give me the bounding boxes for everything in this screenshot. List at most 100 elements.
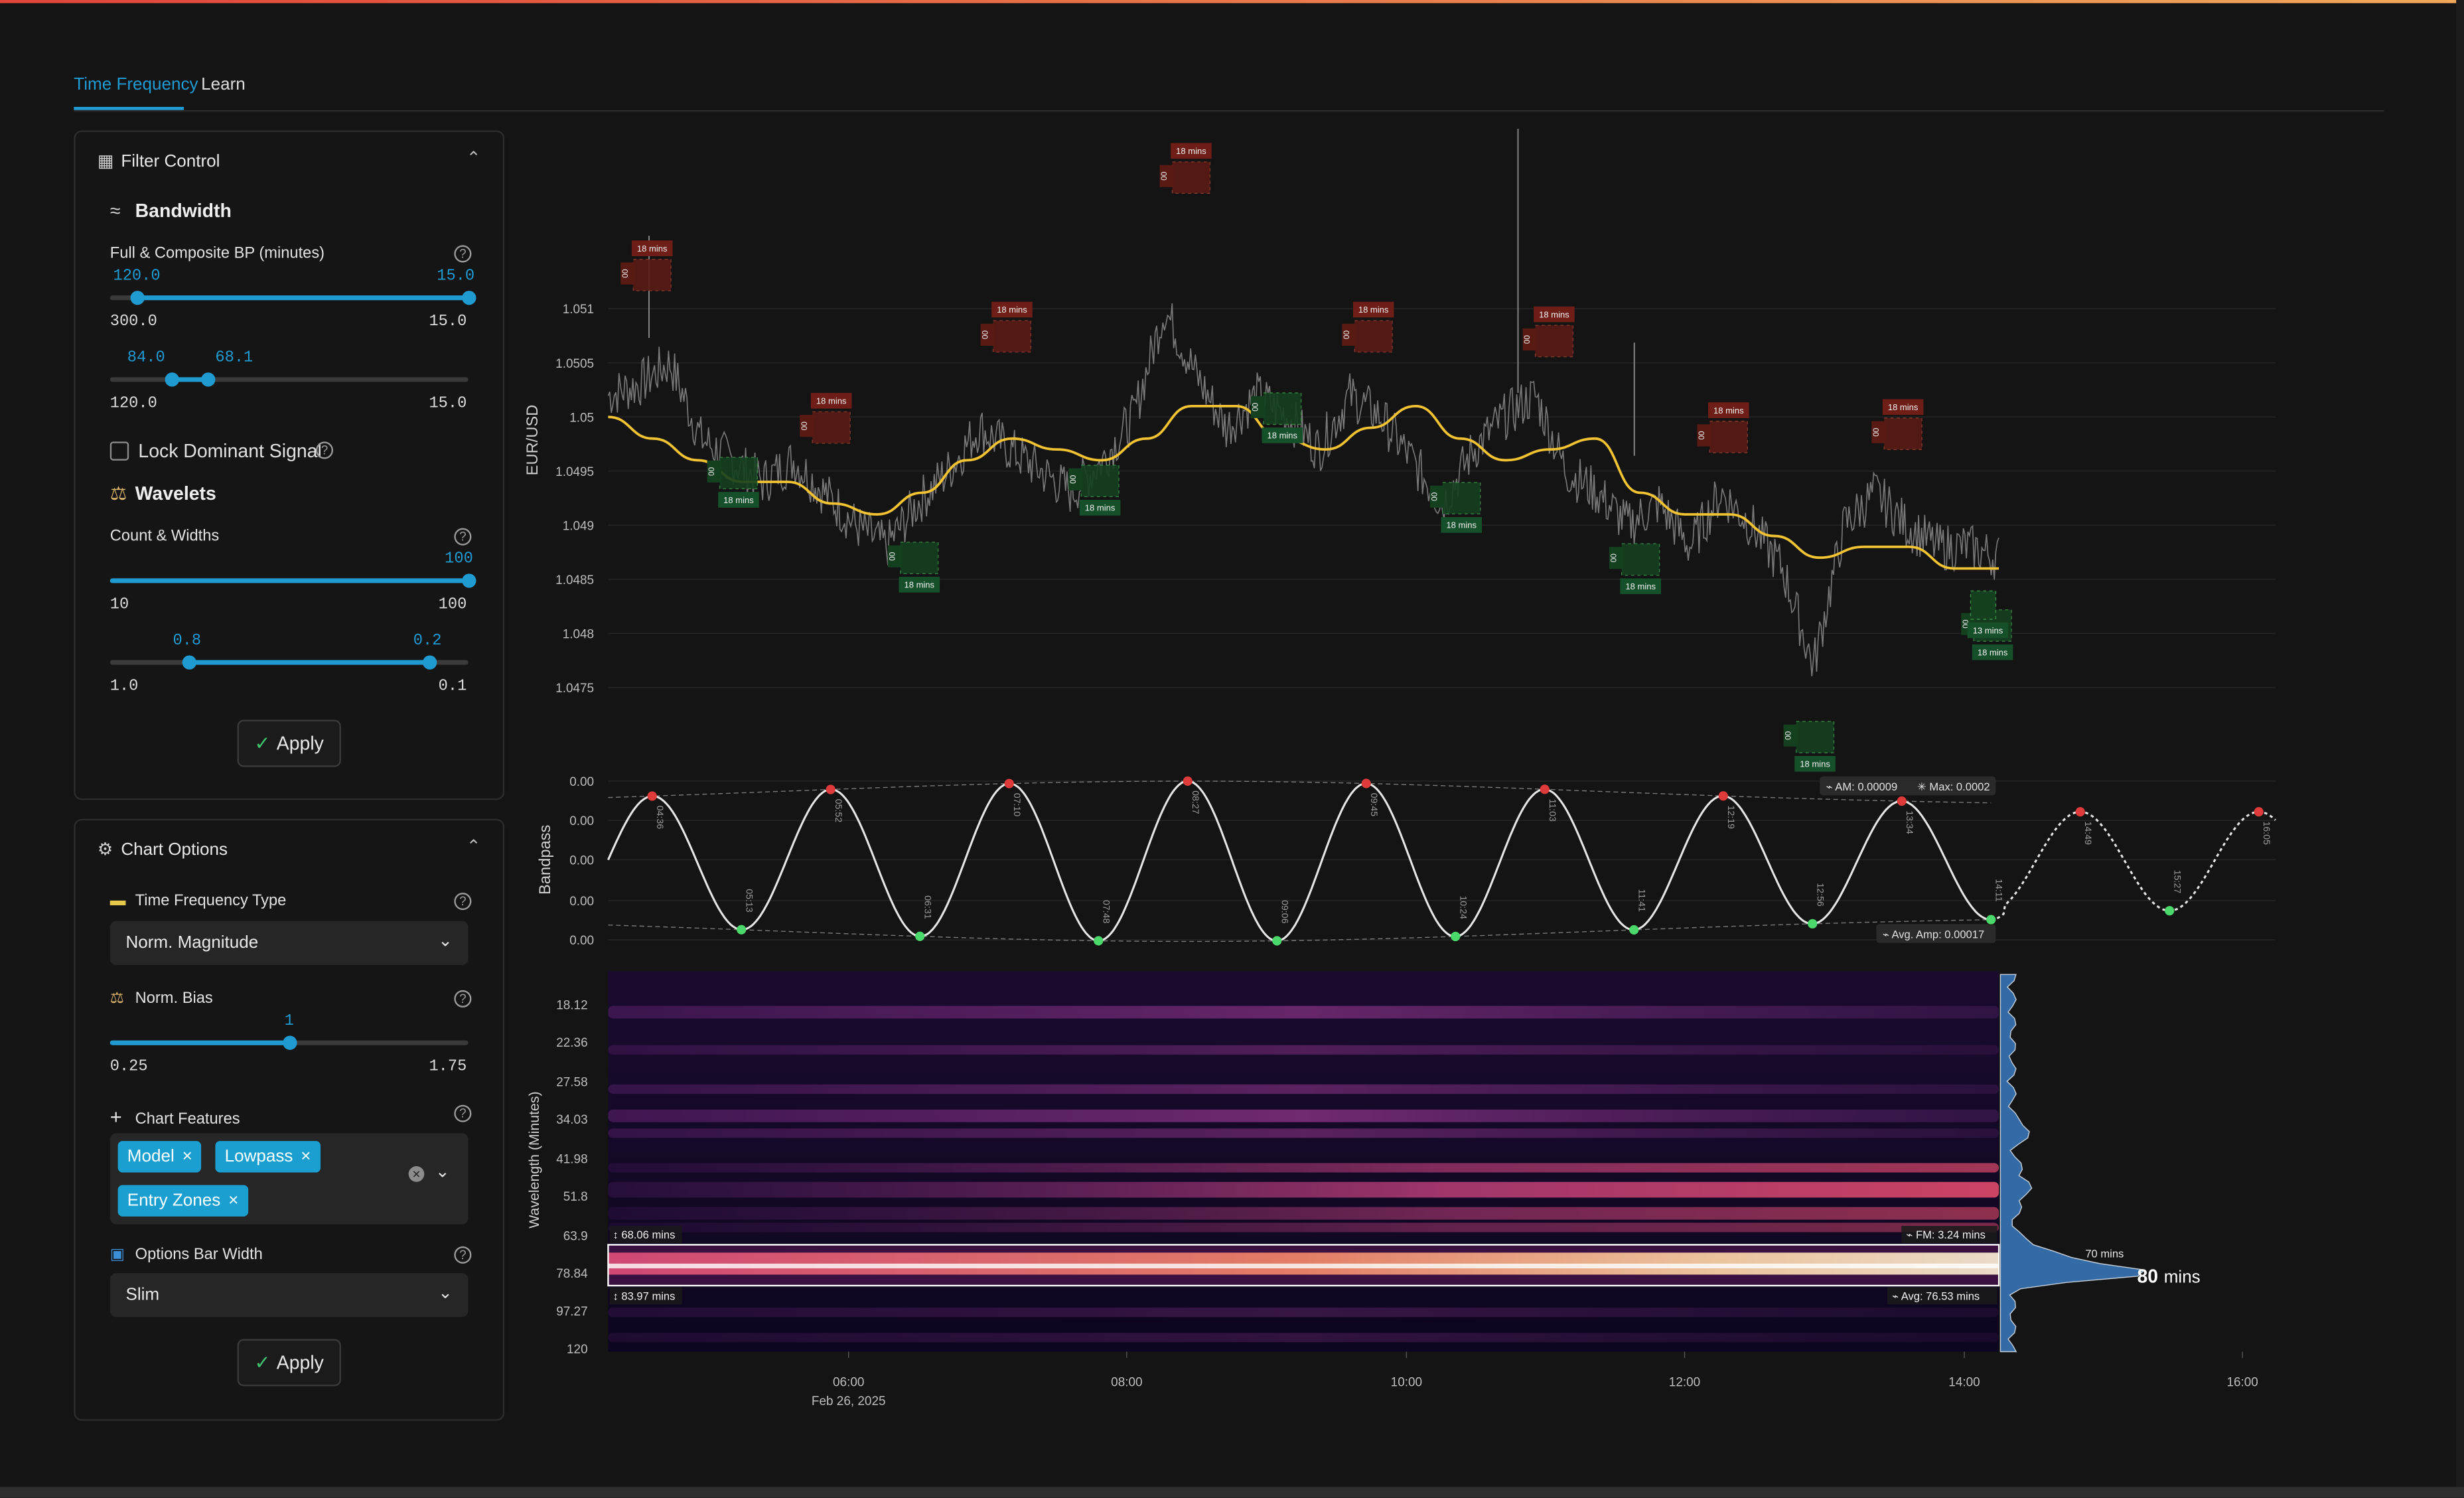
y-tick-label: 120 (567, 1343, 588, 1357)
zone-tag: 00 (888, 552, 897, 561)
chart-features-text: Chart Features (135, 1111, 240, 1129)
y-axis-label: EUR/USD (524, 405, 542, 476)
lock-dominant-checkbox[interactable] (109, 441, 129, 461)
slider-handle-high[interactable] (461, 291, 476, 305)
trough-marker (1629, 925, 1639, 935)
tab-time-frequency[interactable]: Time Frequency (74, 75, 198, 95)
zone-tag-bg (1697, 424, 1711, 447)
envelope-upper (608, 781, 1992, 804)
chart-options-header[interactable]: ⚙ Chart Options (98, 840, 228, 860)
peak-marker (647, 791, 657, 801)
zone-tag-bg (1429, 485, 1445, 508)
feature-tag-model[interactable]: Model × (117, 1141, 202, 1173)
zone-label-bg (1708, 402, 1749, 418)
zone-tag-bg (980, 323, 995, 346)
chevron-up-icon[interactable]: ⌃ (466, 838, 481, 857)
x-tick-label: 16:00 (2226, 1376, 2258, 1390)
wavelet-width-slider[interactable] (109, 655, 469, 670)
apply-filter-button[interactable]: ✓ Apply (237, 719, 341, 767)
horizontal-scrollbar[interactable] (0, 1487, 2464, 1498)
zone-label-bg (1620, 578, 1661, 595)
filter-control-header[interactable]: ▦ Filter Control (98, 151, 220, 171)
zone-tag: 00 (1068, 475, 1078, 484)
y-tick-label: 97.27 (556, 1305, 587, 1319)
band-bottom-badge (609, 1287, 682, 1305)
range-min-label: 1.0 (109, 678, 139, 697)
tag-label: Lowpass (224, 1147, 293, 1167)
apply-options-button[interactable]: ✓ Apply (237, 1339, 341, 1386)
slider-handle[interactable] (461, 573, 476, 588)
filter-control-panel: ▦ Filter Control ⌃ ≈ Bandwidth Full & Comp… (74, 130, 505, 800)
range-max-label: 15.0 (429, 396, 467, 413)
heatmap-stripe (608, 1223, 1999, 1233)
zone-label: 18 mins (1800, 759, 1830, 769)
y-axis-label: Bandpass (537, 825, 554, 895)
sell-zone (1171, 161, 1211, 194)
dominant-wavelength-label: 80 (2137, 1266, 2158, 1287)
help-icon[interactable]: ? (454, 245, 472, 263)
vertical-scrollbar[interactable] (2456, 0, 2464, 1487)
zone-label: 18 mins (1888, 402, 1919, 412)
buy-zone (900, 542, 939, 575)
feature-tag-entry-zones[interactable]: Entry Zones × (117, 1185, 248, 1217)
zone-tag: 00 (800, 421, 809, 431)
tab-bar: Time Frequency Learn (74, 69, 2384, 112)
sell-zone (812, 411, 851, 444)
feature-tag-lowpass[interactable]: Lowpass × (215, 1141, 321, 1173)
event-time-label: 10:24 (1457, 895, 1468, 919)
x-tick-label: 10:00 (1391, 1376, 1422, 1390)
norm-bias-slider[interactable] (109, 1035, 469, 1050)
close-icon[interactable]: × (301, 1147, 311, 1167)
zone-label: 18 mins (1446, 520, 1477, 530)
top-accent-line (0, 0, 2464, 3)
bandwidth-composite-slider[interactable] (109, 372, 469, 387)
count-value: 100 (445, 552, 473, 569)
clear-icon[interactable]: × (408, 1166, 425, 1182)
check-icon: ✓ (254, 732, 271, 755)
am-label: ⌁ AM: 0.00009 (1826, 781, 1898, 793)
chevron-down-icon[interactable]: ⌄ (435, 1163, 450, 1182)
peak-marker (1361, 779, 1371, 788)
event-time-label: 07:10 (1011, 793, 1022, 817)
zone-label-bg (1534, 306, 1575, 323)
help-icon[interactable]: ? (454, 1104, 472, 1122)
help-icon[interactable]: ? (454, 893, 472, 911)
peak-marker (1183, 776, 1193, 786)
close-icon[interactable]: × (182, 1147, 192, 1167)
tab-learn[interactable]: Learn (201, 75, 246, 95)
bandwidth-title: Bandwidth (135, 199, 232, 222)
wavelet-count-slider[interactable] (109, 573, 476, 588)
peak-marker (1540, 785, 1550, 794)
slider-handle-low[interactable] (181, 655, 196, 670)
help-icon[interactable]: ? (454, 990, 472, 1008)
tf-type-select[interactable]: Norm. Magnitude ⌄ (109, 921, 469, 965)
bandwidth-heading: ≈ Bandwidth (110, 200, 232, 222)
zone-label: 18 mins (1358, 305, 1389, 315)
chart-features-multiselect[interactable]: Model × Lowpass × Entry Zones × × ⌄ (109, 1133, 469, 1225)
bandwidth-full-slider[interactable] (109, 291, 476, 305)
help-icon[interactable]: ? (454, 1246, 472, 1264)
zone-label-bg (718, 492, 759, 508)
y-tick-label: 1.051 (563, 303, 594, 317)
buy-zone (1442, 482, 1481, 515)
zone-label-bg (1972, 644, 2013, 660)
y-tick-label: 0.00 (569, 854, 594, 867)
dominant-wavelength-unit: mins (2164, 1266, 2201, 1286)
slider-handle-low[interactable] (129, 291, 144, 305)
trough-marker (1094, 936, 1104, 946)
slider-handle-high[interactable] (421, 655, 437, 670)
zone-label-bg (1882, 399, 1924, 415)
help-icon[interactable]: ? (454, 528, 472, 546)
zone-label: 18 mins (1176, 146, 1206, 156)
histogram-small-label: 70 mins (2085, 1247, 2124, 1260)
chevron-up-icon[interactable]: ⌃ (466, 149, 481, 169)
slider-handle[interactable] (282, 1035, 297, 1050)
help-icon[interactable]: ? (315, 441, 334, 459)
close-icon[interactable]: × (228, 1191, 239, 1211)
y-tick-label: 34.03 (556, 1113, 587, 1127)
slider-handle-high[interactable] (200, 372, 215, 387)
bar-width-select[interactable]: Slim ⌄ (109, 1273, 469, 1317)
slider-handle-low[interactable] (164, 372, 179, 387)
slider-fill (171, 377, 208, 382)
trough-marker (915, 931, 925, 941)
